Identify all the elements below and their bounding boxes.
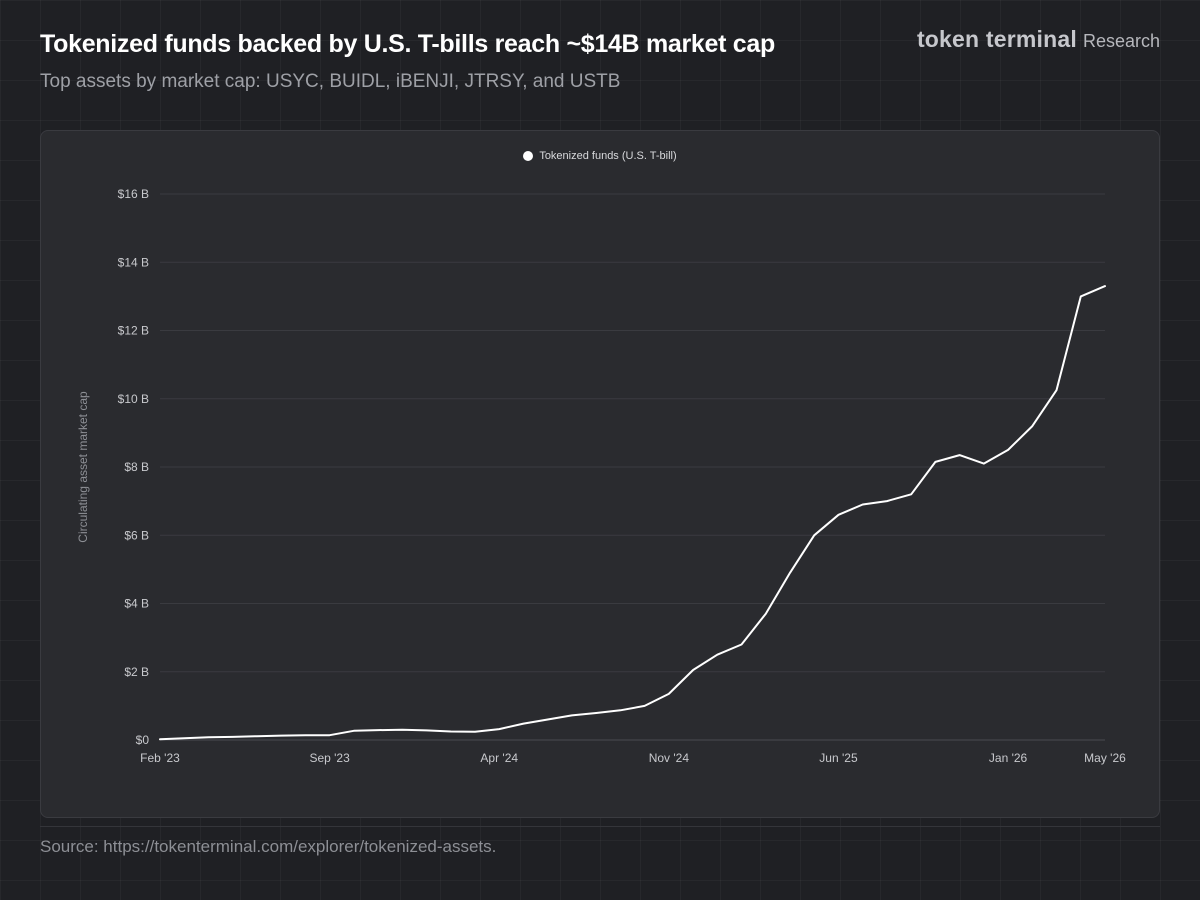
series-line [159,285,1106,741]
x-tick-label: Jun '25 [819,751,858,765]
x-tick-label: Sep '23 [309,751,350,765]
x-tick-label: May '26 [1084,751,1126,765]
chart-panel [40,130,1160,818]
y-tick-label: $8 B [124,460,149,474]
x-tick-label: Apr '24 [480,751,518,765]
chart-legend: Tokenized funds (U.S. T-bill) [0,150,1200,162]
footer-divider [40,826,1160,827]
y-tick-label: $6 B [124,528,149,542]
y-axis-title: Circulating asset market cap [76,391,90,543]
y-tick-label: $2 B [124,665,149,679]
legend-label: Tokenized funds (U.S. T-bill) [539,150,677,162]
x-tick-label: Nov '24 [649,751,690,765]
brand-name: token terminal [916,26,1077,52]
y-tick-label: $4 B [124,597,149,611]
y-tick-label: $0 [136,733,150,747]
legend-marker-icon [523,151,534,161]
y-tick-label: $16 B [118,187,149,201]
brand-suffix: Research [1082,31,1160,51]
source-note: Source: https://tokenterminal.com/explor… [40,837,497,856]
chart-subtitle: Top assets by market cap: USYC, BUIDL, i… [40,71,621,92]
y-tick-label: $14 B [118,255,149,269]
x-tick-label: Feb '23 [140,751,180,765]
x-tick-label: Jan '26 [989,751,1028,765]
y-tick-label: $10 B [118,392,149,406]
chart-title: Tokenized funds backed by U.S. T-bills r… [40,30,775,58]
brand-logo: token terminal Research [917,26,1160,53]
y-tick-label: $12 B [118,324,149,338]
